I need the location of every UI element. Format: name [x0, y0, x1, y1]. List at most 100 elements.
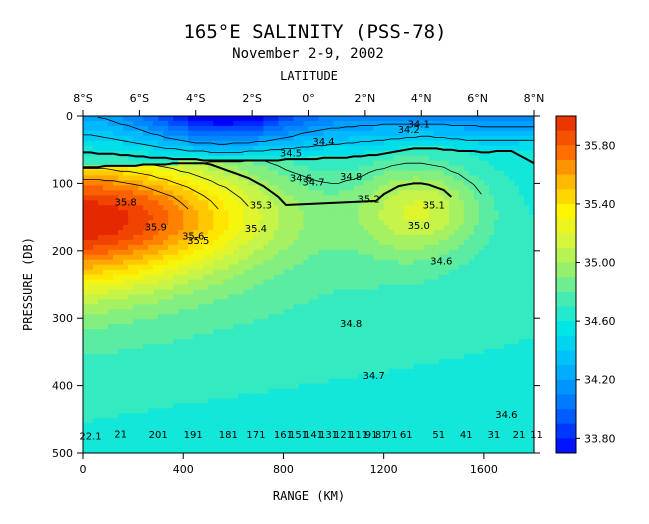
field-cell: [388, 438, 395, 444]
field-cell: [203, 289, 209, 296]
field-cell: [318, 353, 325, 360]
field-cell: [238, 279, 244, 286]
field-cell: [183, 413, 189, 419]
field-cell: [443, 448, 450, 453]
field-cell: [438, 334, 445, 340]
field-cell: [343, 383, 350, 390]
field-cell: [328, 195, 335, 201]
field-cell: [143, 145, 149, 152]
field-cell: [108, 249, 114, 256]
field-cell: [243, 220, 249, 226]
field-cell: [193, 383, 199, 390]
field-cell: [163, 423, 169, 429]
field-cell: [93, 190, 99, 196]
field-cell: [153, 269, 159, 276]
field-cell: [113, 279, 119, 286]
field-cell: [83, 284, 89, 291]
field-cell: [298, 363, 305, 370]
field-cell: [303, 418, 310, 424]
field-cell: [358, 145, 365, 152]
field-cell: [403, 368, 410, 375]
field-cell: [268, 334, 275, 340]
field-cell: [238, 329, 244, 335]
field-cell: [108, 130, 114, 137]
field-cell: [198, 343, 204, 350]
field-cell: [288, 348, 295, 355]
field-cell: [338, 244, 345, 251]
field-cell: [368, 343, 375, 350]
field-cell: [298, 210, 305, 216]
field-cell: [273, 244, 280, 251]
field-cell: [143, 215, 149, 221]
field-cell: [328, 190, 335, 196]
field-cell: [353, 334, 360, 340]
field-cell: [238, 145, 244, 152]
field-cell: [383, 130, 390, 137]
field-cell: [268, 363, 275, 370]
field-cell: [88, 329, 94, 335]
field-cell: [353, 269, 360, 276]
field-cell: [83, 329, 89, 335]
field-cell: [83, 403, 89, 409]
field-cell: [178, 254, 184, 261]
field-cell: [208, 393, 214, 400]
field-cell: [288, 358, 295, 365]
field-cell: [378, 309, 385, 315]
field-cell: [138, 309, 144, 315]
field-cell: [318, 433, 325, 439]
field-cell: [198, 443, 204, 449]
field-cell: [428, 373, 435, 380]
field-cell: [433, 393, 440, 400]
field-cell: [248, 413, 254, 419]
field-cell: [138, 443, 144, 449]
field-cell: [188, 294, 194, 300]
field-cell: [248, 348, 254, 355]
field-cell: [303, 116, 310, 122]
field-cell: [193, 348, 199, 355]
field-cell: [288, 398, 295, 405]
field-cell: [248, 363, 254, 370]
field-cell: [283, 225, 290, 231]
field-cell: [203, 175, 209, 182]
field-cell: [333, 324, 340, 330]
field-cell: [193, 368, 199, 375]
field-cell: [403, 145, 410, 152]
field-cell: [223, 373, 229, 380]
field-cell: [388, 324, 395, 330]
field-cell: [408, 368, 415, 375]
field-cell: [313, 130, 320, 137]
field-cell: [178, 195, 184, 201]
field-cell: [288, 294, 295, 300]
field-cell: [88, 225, 94, 231]
field-cell: [418, 185, 425, 191]
field-cell: [433, 418, 440, 424]
field-cell: [208, 339, 214, 345]
field-cell: [263, 165, 270, 172]
field-cell: [218, 170, 224, 177]
field-cell: [343, 393, 350, 400]
field-cell: [393, 353, 400, 360]
field-cell: [413, 205, 420, 211]
field-cell: [358, 304, 365, 310]
field-cell: [123, 225, 129, 231]
field-cell: [268, 205, 275, 211]
field-cell: [238, 180, 244, 186]
field-cell: [283, 403, 290, 409]
field-cell: [213, 229, 219, 236]
field-cell: [413, 200, 420, 206]
field-cell: [383, 244, 390, 251]
field-cell: [293, 220, 300, 226]
field-cell: [443, 145, 450, 152]
field-cell: [228, 348, 234, 355]
field-cell: [123, 145, 129, 152]
field-cell: [253, 339, 259, 345]
field-cell: [163, 116, 169, 122]
field-cell: [393, 244, 400, 251]
field-cell: [138, 220, 144, 226]
field-cell: [153, 368, 159, 375]
field-cell: [93, 334, 99, 340]
field-cell: [138, 433, 144, 439]
field-cell: [133, 443, 139, 449]
field-cell: [173, 165, 179, 172]
field-cell: [333, 438, 340, 444]
